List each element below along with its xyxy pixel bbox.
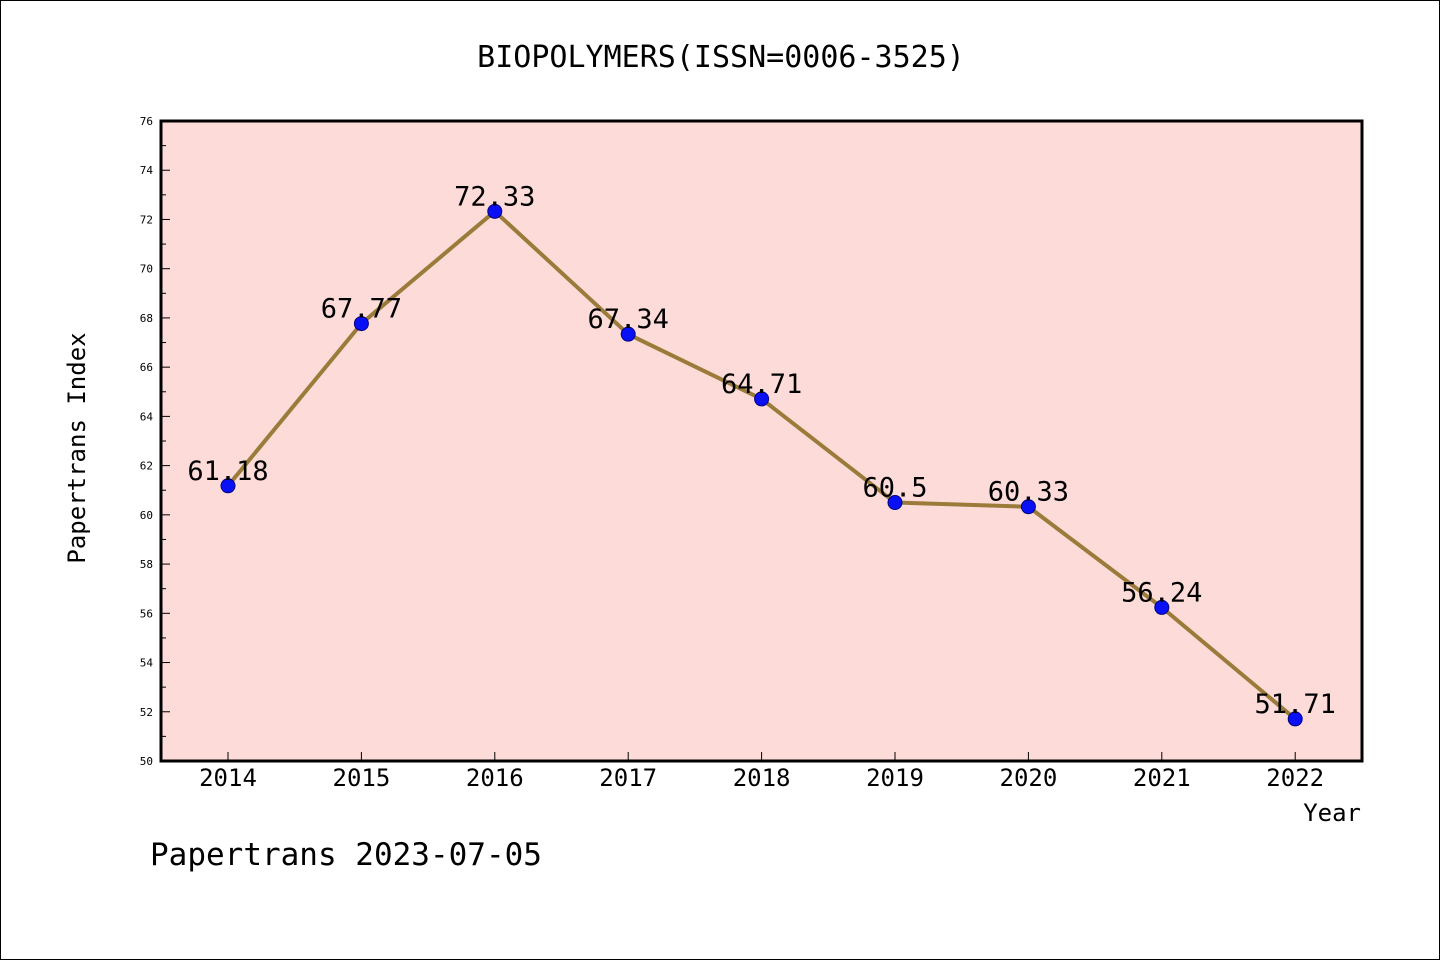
data-point — [620, 326, 636, 342]
data-label: 67.34 — [588, 304, 669, 335]
data-label: 64.71 — [721, 369, 802, 400]
data-point — [220, 478, 236, 494]
footer-date: Papertrans 2023-07-05 — [150, 837, 542, 873]
y-tick-label: 72 — [140, 213, 153, 226]
y-tick-label: 50 — [140, 755, 153, 768]
x-tick-label: 2016 — [466, 764, 524, 792]
x-tick-label: 2019 — [866, 764, 924, 792]
chart-title: BIOPOLYMERS(ISSN=0006-3525) — [477, 40, 965, 75]
y-tick-label: 70 — [140, 263, 153, 276]
x-tick-label: 2022 — [1266, 764, 1324, 792]
data-point — [353, 316, 369, 332]
data-point — [887, 495, 903, 511]
x-tick-label: 2020 — [1000, 764, 1058, 792]
x-tick-label: 2018 — [733, 764, 791, 792]
data-point — [1154, 599, 1170, 615]
x-axis-ticks: 2014 2015 2016 2017 2018 2019 2020 2021 2022 — [199, 752, 1324, 792]
data-point — [487, 203, 503, 219]
y-tick-label: 66 — [140, 361, 153, 374]
data-label: 60.5 — [862, 473, 927, 504]
y-axis-ticks: 50 52 54 56 58 60 62 64 66 68 70 72 74 76 — [140, 115, 170, 768]
x-tick-label: 2015 — [333, 764, 391, 792]
plot-border — [159, 119, 1364, 763]
y-tick-label: 58 — [140, 558, 153, 571]
y-tick-label: 54 — [140, 657, 154, 670]
x-axis-label: Year — [1303, 799, 1361, 827]
data-point — [1287, 711, 1303, 727]
plot-area — [161, 121, 1362, 761]
y-tick-label: 56 — [140, 607, 153, 620]
y-axis-label: Papertrans Index — [63, 332, 91, 563]
y-tick-label: 60 — [140, 509, 153, 522]
data-labels: 61.18 67.77 72.33 67.34 64.71 60.5 60.33 56.24 5… — [187, 181, 1335, 720]
x-tick-label: 2014 — [199, 764, 257, 792]
data-label: 72.33 — [454, 181, 535, 212]
data-label: 51.71 — [1255, 689, 1336, 720]
y-tick-label: 74 — [140, 164, 154, 177]
data-label: 61.18 — [187, 456, 268, 487]
data-label: 56.24 — [1121, 577, 1202, 608]
data-point — [754, 391, 770, 407]
y-tick-label: 68 — [140, 312, 153, 325]
y-tick-label: 76 — [140, 115, 153, 128]
data-label: 67.77 — [321, 294, 402, 325]
markers — [220, 203, 1303, 727]
data-point — [1020, 499, 1036, 515]
y-tick-label: 62 — [140, 460, 153, 473]
x-tick-label: 2021 — [1133, 764, 1191, 792]
y-tick-label: 64 — [140, 410, 154, 423]
y-tick-label: 52 — [140, 706, 153, 719]
data-label: 60.33 — [988, 477, 1069, 508]
x-tick-label: 2017 — [599, 764, 657, 792]
